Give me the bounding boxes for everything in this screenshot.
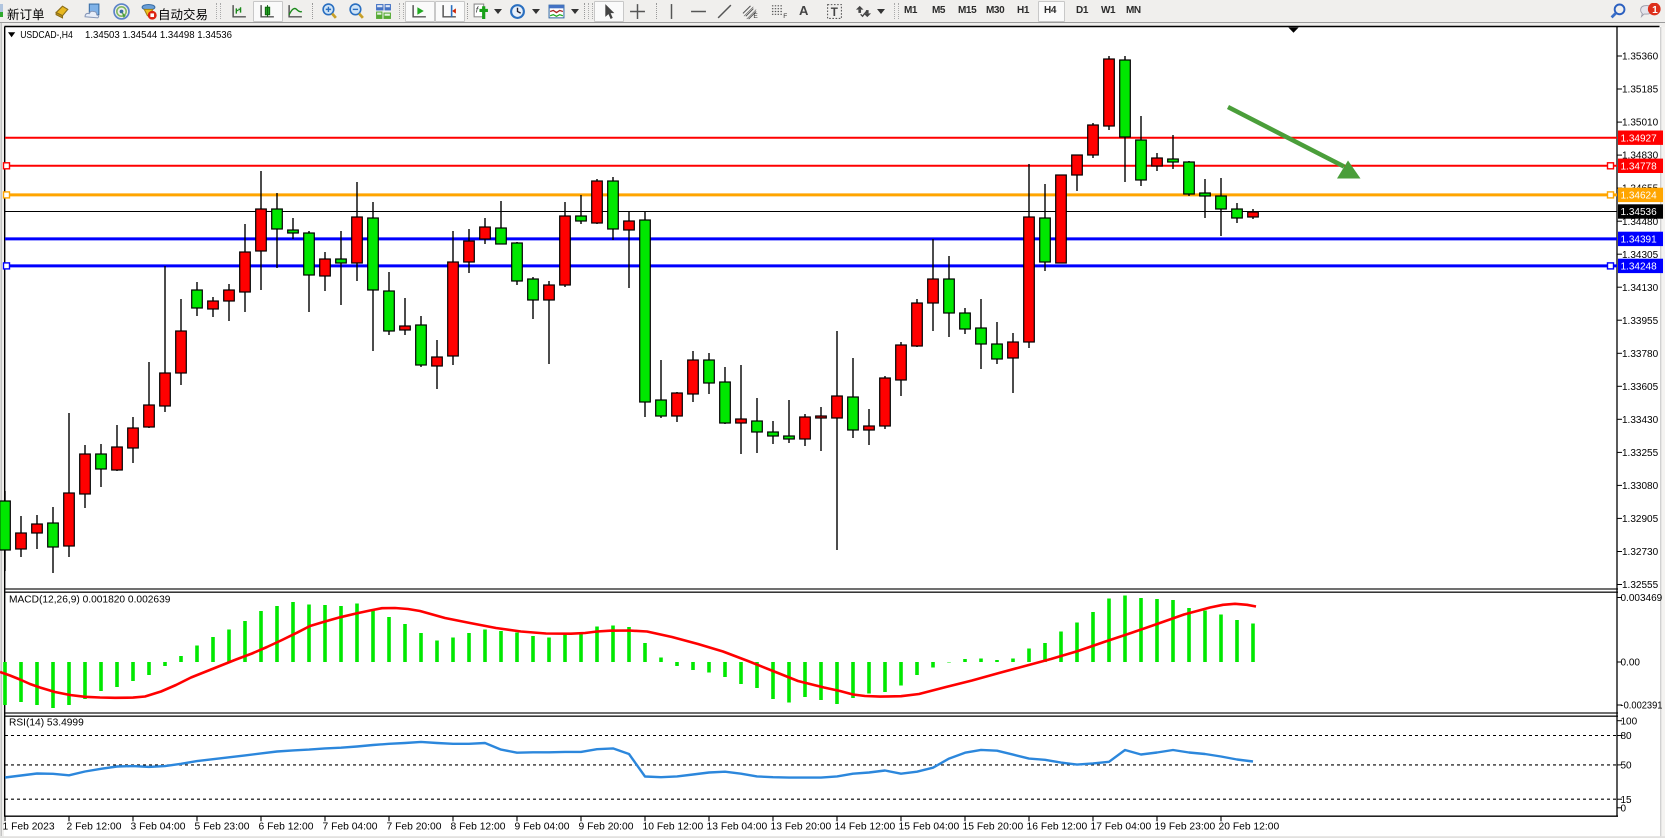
- svg-text:1.34624: 1.34624: [1621, 191, 1658, 202]
- svg-text:1.34248: 1.34248: [1621, 262, 1658, 273]
- svg-text:13 Feb 20:00: 13 Feb 20:00: [771, 821, 832, 832]
- svg-text:1.33780: 1.33780: [1622, 349, 1659, 360]
- svg-text:1.34305: 1.34305: [1622, 250, 1659, 261]
- svg-text:16 Feb 12:00: 16 Feb 12:00: [1027, 821, 1088, 832]
- svg-text:1.35185: 1.35185: [1622, 85, 1659, 96]
- svg-text:1.34778: 1.34778: [1621, 161, 1658, 172]
- svg-text:RSI(14) 53.4999: RSI(14) 53.4999: [9, 718, 84, 729]
- svg-text:1.32555: 1.32555: [1622, 580, 1659, 591]
- svg-text:1.34830: 1.34830: [1622, 151, 1659, 162]
- svg-text:7 Feb 20:00: 7 Feb 20:00: [387, 821, 442, 832]
- svg-text:50: 50: [1621, 761, 1633, 772]
- svg-text:15: 15: [1621, 795, 1633, 806]
- svg-text:13 Feb 04:00: 13 Feb 04:00: [707, 821, 768, 832]
- svg-text:1.33605: 1.33605: [1622, 382, 1659, 393]
- svg-text:1.32730: 1.32730: [1622, 547, 1659, 558]
- svg-text:80: 80: [1621, 731, 1633, 742]
- svg-text:MACD(12,26,9) 0.001820 0.00263: MACD(12,26,9) 0.001820 0.002639: [9, 595, 171, 606]
- svg-text:0.003469: 0.003469: [1621, 593, 1663, 604]
- svg-text:F: F: [783, 13, 787, 20]
- svg-text:1.34927: 1.34927: [1621, 133, 1658, 144]
- svg-text:T: T: [831, 5, 838, 18]
- svg-text:10 Feb 12:00: 10 Feb 12:00: [643, 821, 704, 832]
- svg-text:f: f: [476, 4, 480, 14]
- svg-text:1.33430: 1.33430: [1622, 415, 1659, 426]
- svg-text:100: 100: [1621, 716, 1638, 727]
- svg-text:1.32905: 1.32905: [1622, 514, 1659, 525]
- svg-text:2 Feb 12:00: 2 Feb 12:00: [67, 821, 122, 832]
- svg-text:1.34391: 1.34391: [1621, 235, 1658, 246]
- svg-text:9 Feb 04:00: 9 Feb 04:00: [515, 821, 570, 832]
- svg-text:19 Feb 23:00: 19 Feb 23:00: [1155, 821, 1216, 832]
- svg-text:1.35010: 1.35010: [1622, 118, 1659, 129]
- svg-text:8 Feb 12:00: 8 Feb 12:00: [451, 821, 506, 832]
- svg-text:6 Feb 12:00: 6 Feb 12:00: [259, 821, 314, 832]
- svg-text:E: E: [753, 13, 758, 20]
- svg-text:1.34503 1.34544 1.34498 1.3453: 1.34503 1.34544 1.34498 1.34536: [85, 30, 232, 41]
- svg-text:1.33255: 1.33255: [1622, 448, 1659, 459]
- svg-text:7 Feb 04:00: 7 Feb 04:00: [323, 821, 378, 832]
- svg-text:15 Feb 20:00: 15 Feb 20:00: [963, 821, 1024, 832]
- svg-text:1 Feb 2023: 1 Feb 2023: [3, 821, 55, 832]
- svg-text:20 Feb 12:00: 20 Feb 12:00: [1219, 821, 1280, 832]
- svg-text:3 Feb 04:00: 3 Feb 04:00: [131, 821, 186, 832]
- svg-text:1: 1: [1652, 4, 1658, 15]
- svg-text:1.33955: 1.33955: [1622, 316, 1659, 327]
- svg-text:1.35360: 1.35360: [1622, 52, 1659, 63]
- svg-text:17 Feb 04:00: 17 Feb 04:00: [1091, 821, 1152, 832]
- svg-text:9 Feb 20:00: 9 Feb 20:00: [579, 821, 634, 832]
- svg-text:-0.002391: -0.002391: [1621, 701, 1663, 712]
- svg-text:15 Feb 04:00: 15 Feb 04:00: [899, 821, 960, 832]
- svg-text:1.34480: 1.34480: [1622, 217, 1659, 228]
- svg-text:1.34536: 1.34536: [1621, 207, 1658, 218]
- svg-text:5 Feb 23:00: 5 Feb 23:00: [195, 821, 250, 832]
- svg-text:1.33080: 1.33080: [1622, 481, 1659, 492]
- svg-text:14 Feb 12:00: 14 Feb 12:00: [835, 821, 896, 832]
- svg-text:1.34130: 1.34130: [1622, 283, 1659, 294]
- svg-text:0: 0: [1621, 803, 1627, 814]
- svg-text:0.00: 0.00: [1621, 658, 1641, 669]
- svg-text:USDCAD-,H4: USDCAD-,H4: [20, 30, 73, 41]
